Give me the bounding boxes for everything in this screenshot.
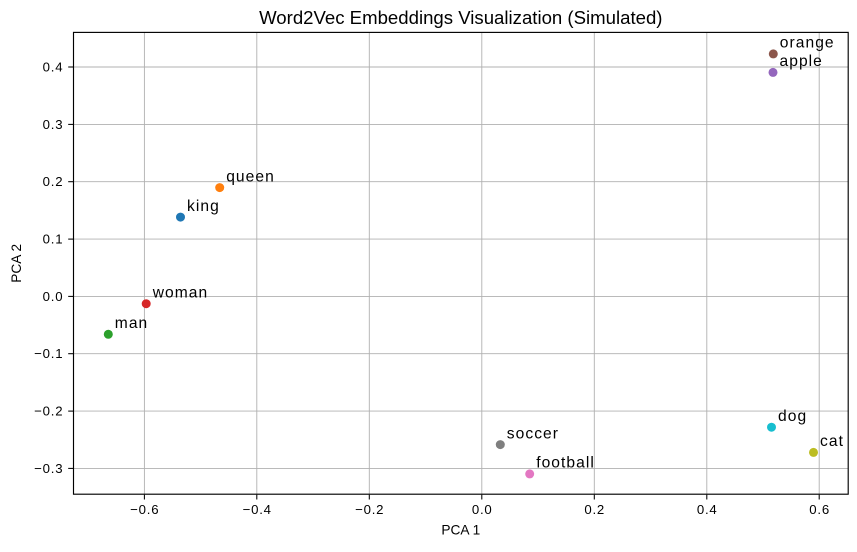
svg-text:PCA 1: PCA 1	[441, 523, 480, 538]
svg-text:0.2: 0.2	[43, 174, 64, 189]
svg-text:soccer: soccer	[507, 425, 559, 442]
svg-text:0.3: 0.3	[43, 117, 64, 132]
svg-text:0.4: 0.4	[697, 502, 718, 517]
svg-text:PCA 2: PCA 2	[9, 244, 24, 283]
svg-text:−0.4: −0.4	[243, 502, 272, 517]
svg-text:orange: orange	[780, 35, 835, 52]
svg-text:apple: apple	[780, 53, 823, 70]
svg-text:0.0: 0.0	[472, 502, 493, 517]
svg-text:−0.1: −0.1	[34, 346, 63, 361]
svg-text:woman: woman	[152, 285, 209, 302]
svg-text:−0.2: −0.2	[355, 502, 384, 517]
svg-text:Word2Vec Embeddings Visualizat: Word2Vec Embeddings Visualization (Simul…	[259, 7, 662, 28]
svg-text:queen: queen	[226, 168, 275, 185]
svg-text:0.0: 0.0	[43, 289, 64, 304]
svg-text:0.6: 0.6	[809, 502, 830, 517]
svg-text:king: king	[187, 198, 220, 215]
svg-text:dog: dog	[778, 408, 807, 425]
svg-text:0.2: 0.2	[584, 502, 605, 517]
svg-text:−0.2: −0.2	[34, 404, 63, 419]
svg-text:−0.3: −0.3	[34, 461, 63, 476]
svg-text:0.4: 0.4	[43, 59, 64, 74]
svg-text:football: football	[536, 455, 595, 472]
svg-text:0.1: 0.1	[43, 232, 64, 247]
svg-text:−0.6: −0.6	[130, 502, 159, 517]
svg-text:man: man	[115, 315, 149, 332]
svg-text:cat: cat	[820, 433, 844, 450]
